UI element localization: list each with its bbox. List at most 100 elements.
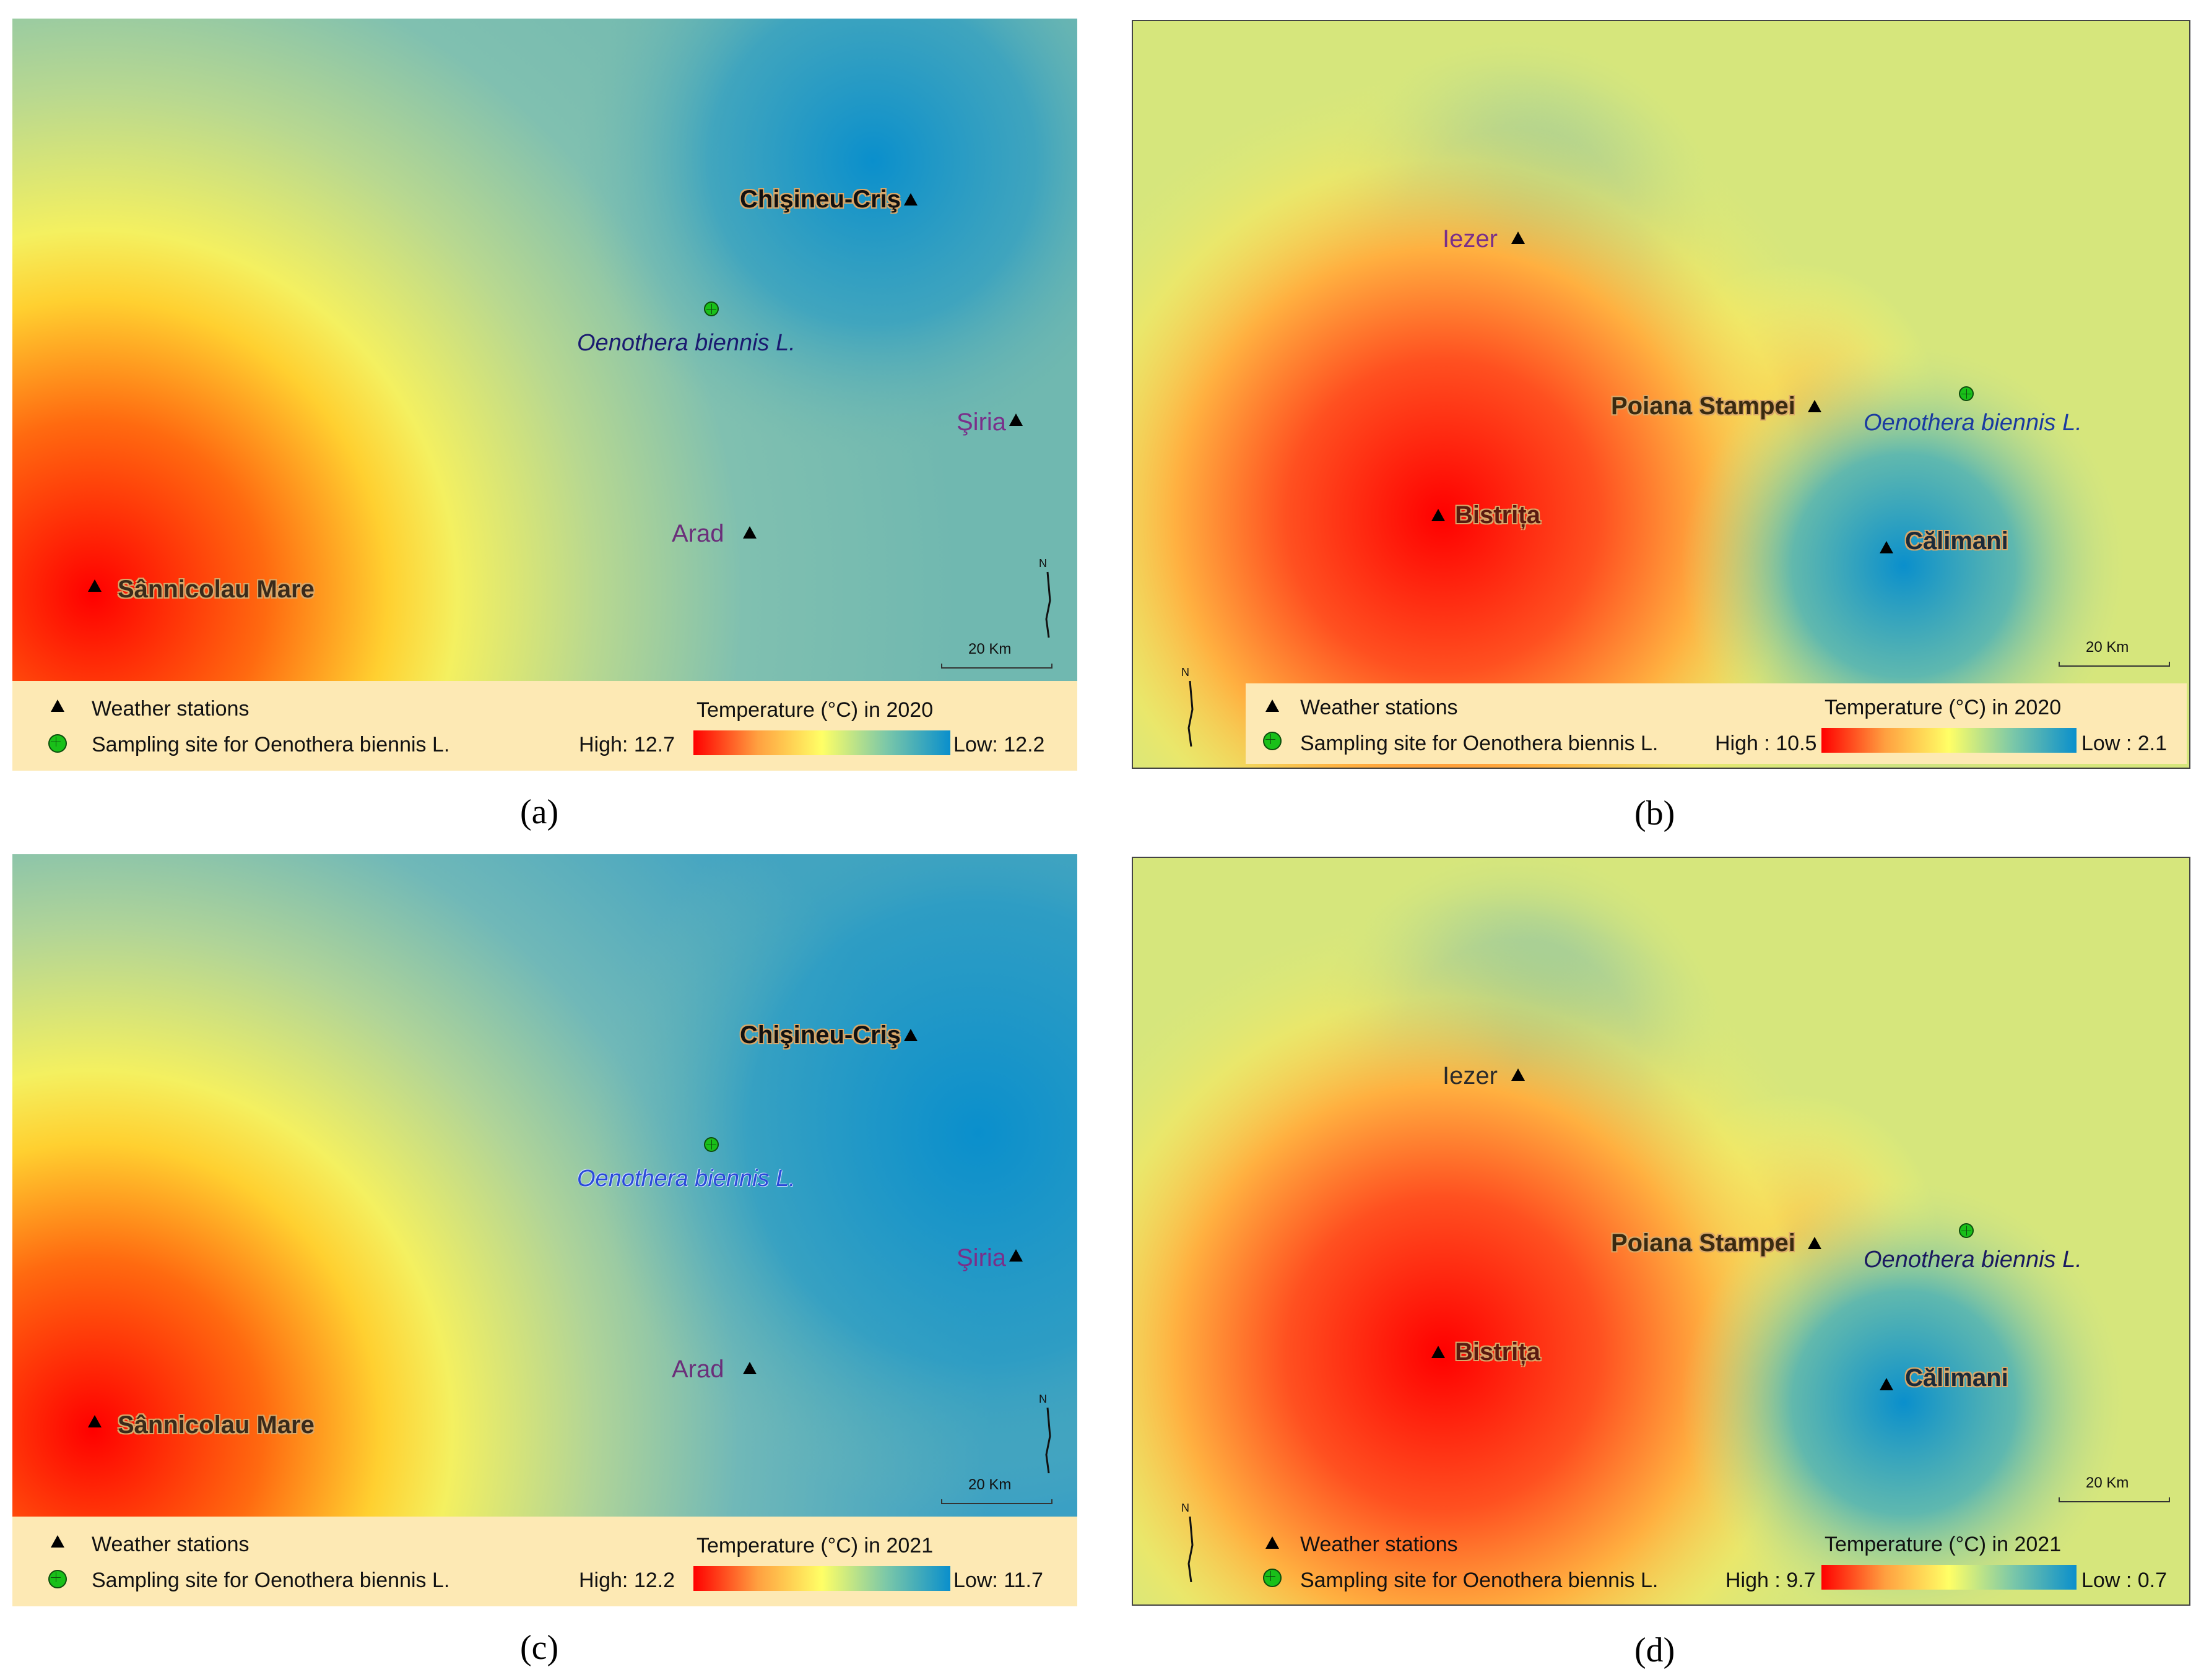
station-label-bistrita: Bistrița <box>1455 501 1540 529</box>
legend-title: Temperature (°C) in 2020 <box>1825 696 2062 719</box>
north-arrow-icon: N <box>1181 666 1200 747</box>
weather-station-triangle-icon <box>743 526 757 539</box>
sampling-site-icon <box>704 1137 719 1152</box>
legend-stations-label: Weather stations <box>92 697 250 721</box>
legend-stations-label: Weather stations <box>1300 1533 1458 1556</box>
station-label-sannicolau-mare: Sânnicolau Mare <box>118 1411 315 1439</box>
temperature-surface-d <box>1133 858 2189 1604</box>
weather-station-triangle-icon <box>1265 1536 1279 1549</box>
legend-site-label: Sampling site for Oenothera biennis L. <box>92 733 450 756</box>
north-arrow-icon: N <box>1039 1393 1057 1473</box>
legend-high-value: High : 9.7 <box>1725 1569 1816 1592</box>
station-label-arad: Arad <box>672 520 724 547</box>
station-label-siria: Şiria <box>957 409 1007 436</box>
legend-low-value: Low : 0.7 <box>2081 1569 2167 1592</box>
station-label-iezer: Iezer <box>1443 225 1498 253</box>
weather-station-triangle-icon <box>1880 541 1893 553</box>
weather-station-triangle-icon <box>1009 1249 1023 1262</box>
station-label-sannicolau-mare: Sânnicolau Mare <box>118 576 315 603</box>
weather-station-triangle-icon <box>51 1535 64 1548</box>
sampling-site-icon <box>1263 732 1282 750</box>
sampling-site-icon <box>48 1570 67 1588</box>
temperature-color-ramp <box>1821 1565 2077 1590</box>
legend-stations-label: Weather stations <box>92 1533 250 1556</box>
legend-site-label: Sampling site for Oenothera biennis L. <box>92 1569 450 1592</box>
temperature-color-ramp <box>693 730 950 755</box>
weather-station-triangle-icon <box>1808 1237 1821 1249</box>
panel-a: Chişineu-Criş Oenothera biennis L. Şiria… <box>12 19 1077 831</box>
weather-station-triangle-icon <box>1431 1346 1445 1358</box>
weather-station-triangle-icon <box>1808 400 1821 412</box>
weather-station-triangle-icon <box>904 193 918 206</box>
sampling-site-icon <box>1959 386 1974 401</box>
map-legend-b: Weather stations Sampling site for Oenot… <box>1246 683 2187 764</box>
map-legend-d: Weather stations Sampling site for Oenot… <box>1246 1520 2187 1601</box>
weather-station-triangle-icon <box>88 1415 102 1427</box>
map-d: Iezer Poiana Stampei Oenothera biennis L… <box>1133 858 2189 1604</box>
sampling-site-label: Oenothera biennis L. <box>1864 410 2082 436</box>
north-arrow-icon: N <box>1039 557 1057 638</box>
scale-bar: 20 Km <box>2059 639 2170 667</box>
map-legend-c: Weather stations Sampling site for Oenot… <box>12 1517 1077 1606</box>
temperature-color-ramp <box>693 1566 950 1591</box>
weather-station-triangle-icon <box>1431 509 1445 521</box>
weather-station-triangle-icon <box>1511 1068 1525 1081</box>
temperature-surface-a <box>12 19 1077 681</box>
weather-station-triangle-icon <box>1511 232 1525 244</box>
temperature-surface-c <box>12 854 1077 1517</box>
scale-bar: 20 Km <box>2059 1474 2170 1502</box>
station-label-calimani: Călimani <box>1905 1364 2008 1392</box>
panel-caption: (a) <box>520 793 559 831</box>
scale-bar: 20 Km <box>941 641 1052 669</box>
sampling-site-icon <box>704 301 719 316</box>
weather-station-triangle-icon <box>88 579 102 592</box>
temperature-color-ramp <box>1821 728 2077 753</box>
legend-title: Temperature (°C) in 2021 <box>1825 1533 2062 1556</box>
legend-high-value: High: 12.7 <box>579 733 675 756</box>
panel-caption: (b) <box>1634 794 1675 833</box>
legend-site-label: Sampling site for Oenothera biennis L. <box>1300 1569 1659 1592</box>
station-label-chisineu-cris: Chişineu-Criş <box>740 1021 901 1049</box>
station-label-siria: Şiria <box>957 1244 1007 1271</box>
sampling-site-icon <box>48 734 67 753</box>
weather-station-triangle-icon <box>51 699 64 712</box>
legend-low-value: Low : 2.1 <box>2081 732 2167 755</box>
station-label-bistrita: Bistrița <box>1455 1338 1540 1366</box>
map-legend-a: Weather stations Sampling site for Oenot… <box>12 681 1077 771</box>
legend-high-value: High: 12.2 <box>579 1569 675 1592</box>
legend-stations-label: Weather stations <box>1300 696 1458 719</box>
panel-caption: (c) <box>520 1629 559 1667</box>
weather-station-triangle-icon <box>1265 699 1279 712</box>
station-label-arad: Arad <box>672 1356 724 1383</box>
weather-station-triangle-icon <box>904 1029 918 1041</box>
legend-title: Temperature (°C) in 2021 <box>697 1534 934 1557</box>
weather-station-triangle-icon <box>1009 414 1023 426</box>
weather-station-triangle-icon <box>1880 1378 1893 1390</box>
panel-c: Chişineu-Criş Oenothera biennis L. Şiria… <box>12 854 1077 1667</box>
weather-station-triangle-icon <box>743 1362 757 1374</box>
north-arrow-icon: N <box>1181 1502 1200 1582</box>
station-label-poiana-stampei: Poiana Stampei <box>1611 1229 1795 1257</box>
sampling-site-label: Oenothera biennis L. <box>1864 1247 2082 1273</box>
legend-low-value: Low: 11.7 <box>953 1569 1043 1592</box>
legend-low-value: Low: 12.2 <box>953 733 1045 756</box>
panel-d: Iezer Poiana Stampei Oenothera biennis L… <box>1132 857 2190 1669</box>
map-a: Chişineu-Criş Oenothera biennis L. Şiria… <box>12 19 1077 681</box>
legend-site-label: Sampling site for Oenothera biennis L. <box>1300 732 1659 755</box>
map-b: Iezer Poiana Stampei Oenothera biennis L… <box>1133 21 2189 768</box>
legend-high-value: High : 10.5 <box>1715 732 1817 755</box>
scale-bar: 20 Km <box>941 1476 1052 1504</box>
station-label-poiana-stampei: Poiana Stampei <box>1611 392 1795 420</box>
temperature-surface-b <box>1133 21 2189 768</box>
panel-caption: (d) <box>1634 1631 1675 1669</box>
sampling-site-icon <box>1263 1569 1282 1587</box>
station-label-chisineu-cris: Chişineu-Criş <box>740 186 901 213</box>
sampling-site-icon <box>1959 1223 1974 1238</box>
sampling-site-label: Oenothera biennis L. <box>577 330 796 356</box>
map-c: Chişineu-Criş Oenothera biennis L. Şiria… <box>12 854 1077 1517</box>
panel-b: Iezer Poiana Stampei Oenothera biennis L… <box>1132 20 2190 833</box>
station-label-iezer: Iezer <box>1443 1062 1498 1089</box>
sampling-site-label: Oenothera biennis L. <box>577 1166 796 1192</box>
station-label-calimani: Călimani <box>1905 527 2008 555</box>
legend-title: Temperature (°C) in 2020 <box>697 698 934 722</box>
